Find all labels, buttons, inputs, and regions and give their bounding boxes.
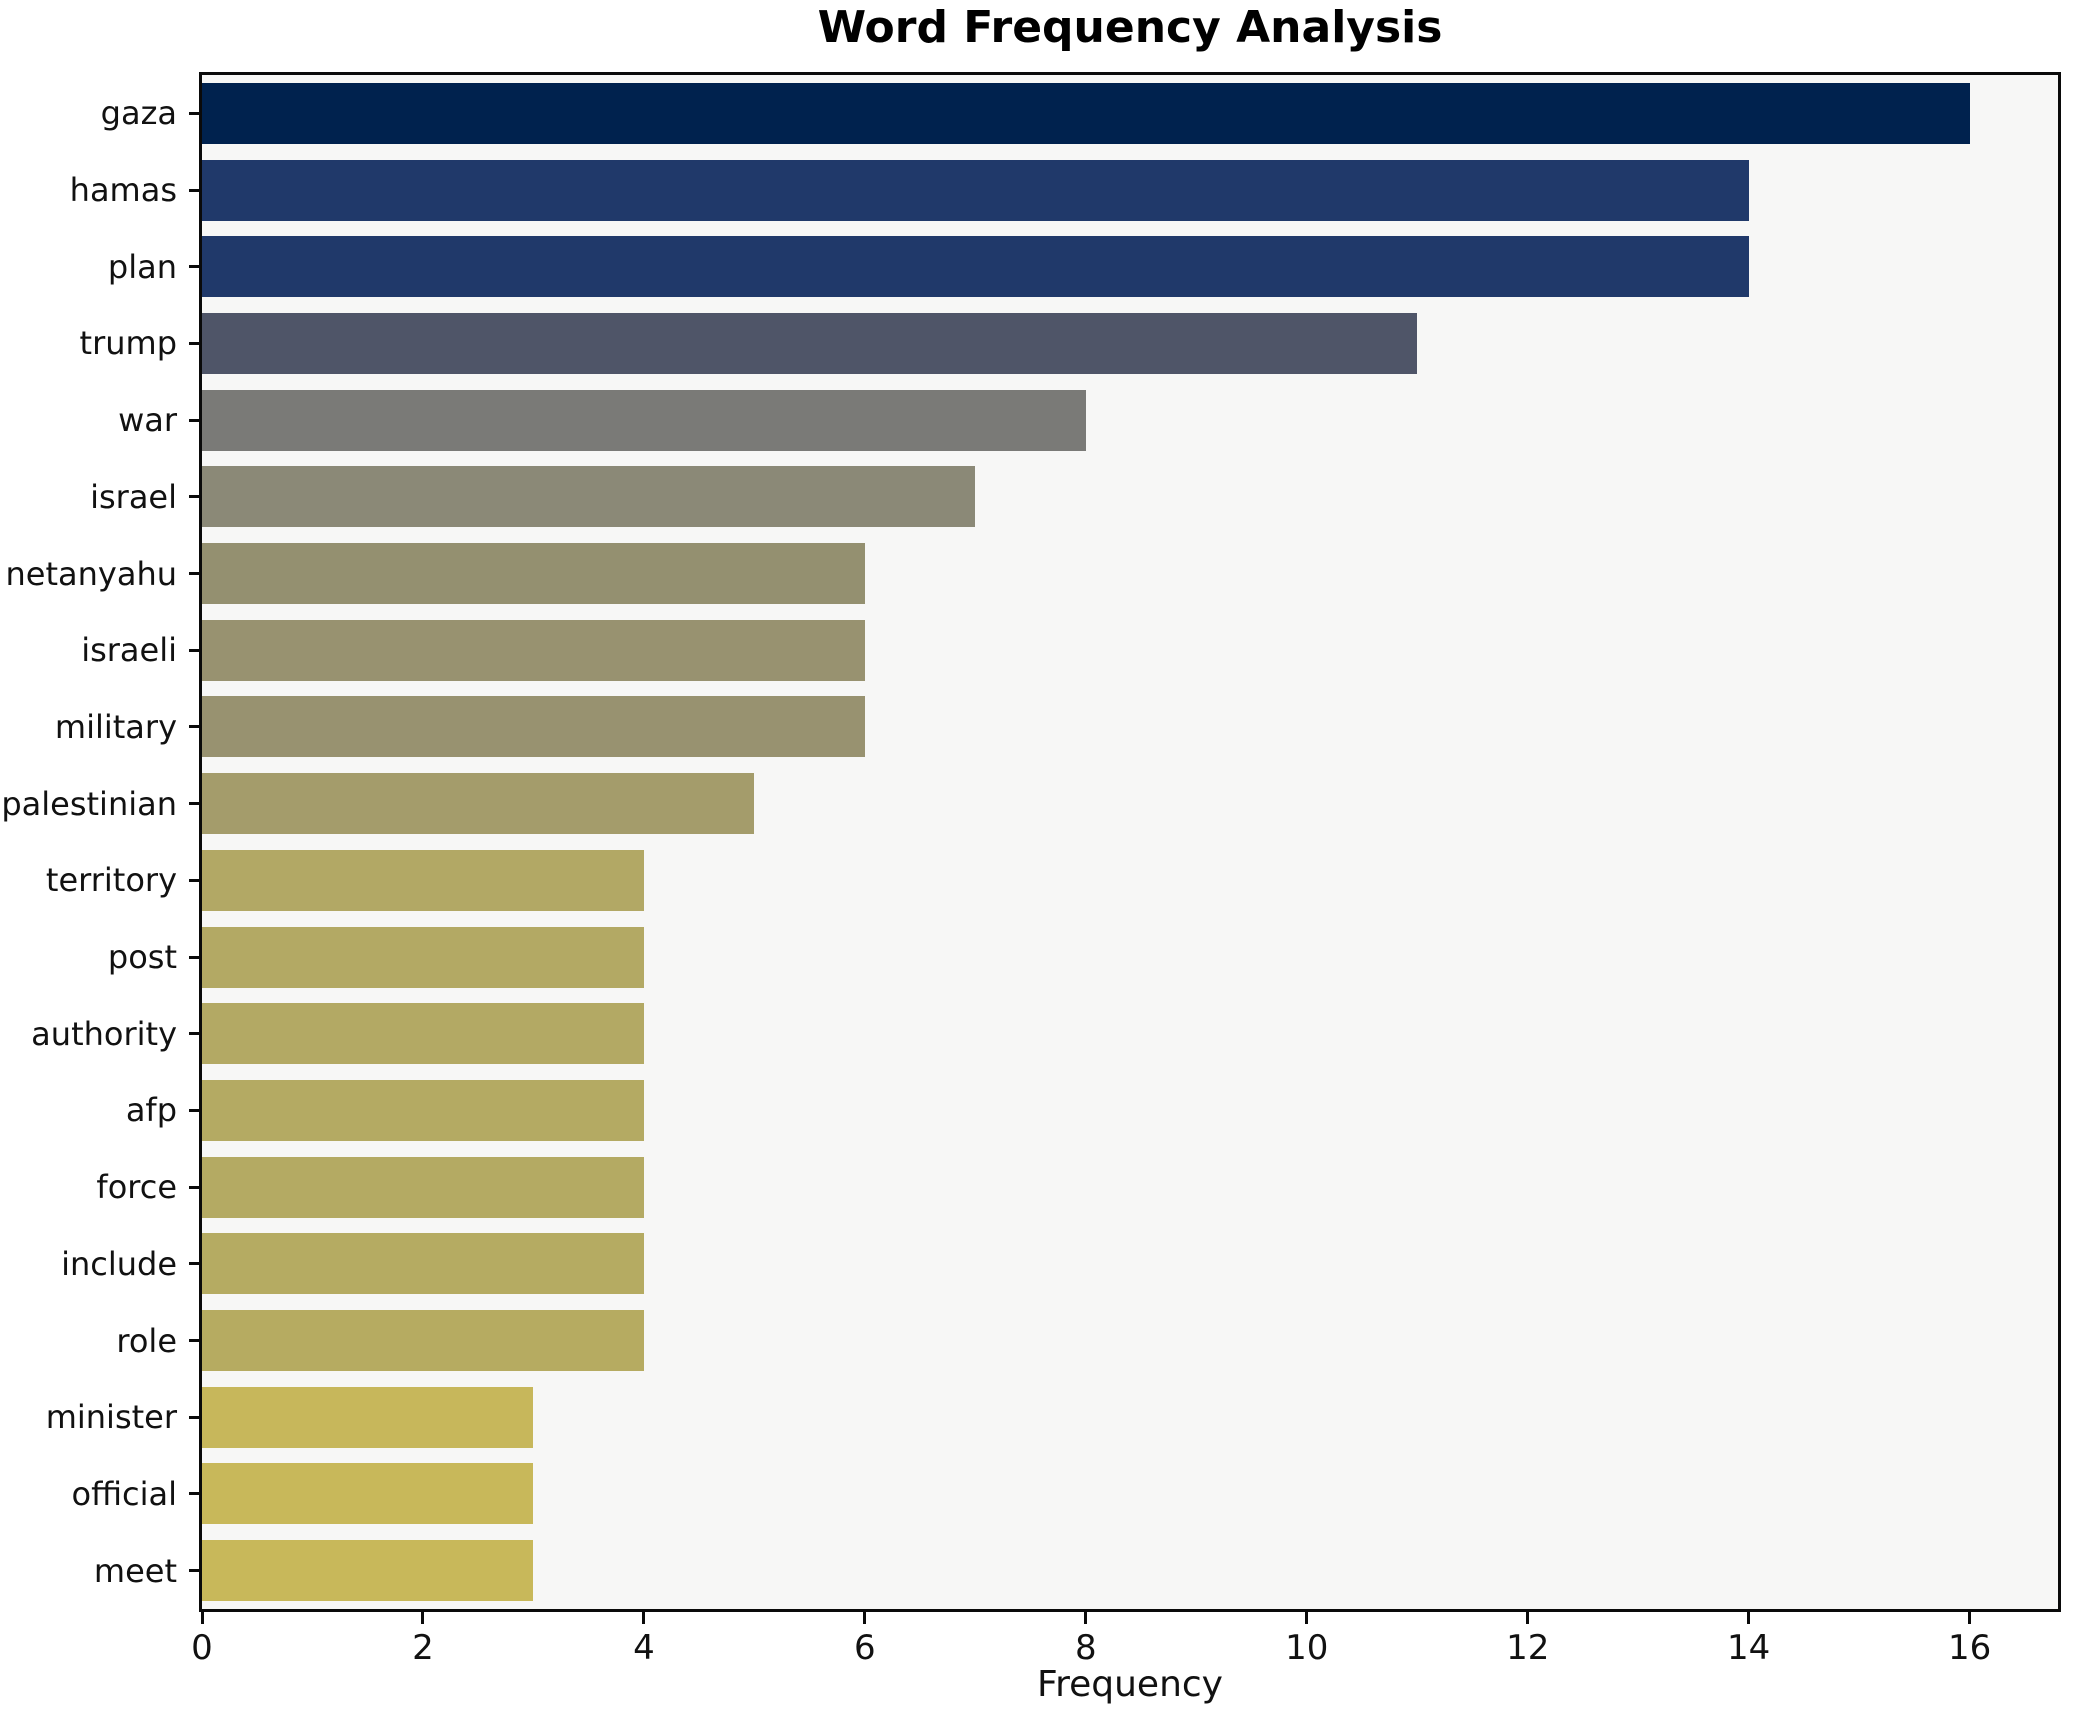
x-tick-mark [1084,1612,1088,1624]
y-tick-mark [189,111,199,115]
x-tick-label: 10 [1285,1628,1329,1668]
x-tick-label: 2 [412,1628,434,1668]
bar-authority [202,1003,644,1065]
x-tick-label: 8 [1074,1628,1097,1668]
y-tick-label-authority: authority [31,1014,177,1053]
y-tick-mark [189,1262,199,1266]
x-tick-label: 0 [191,1628,213,1668]
bars-container [202,75,2058,1609]
y-tick-label-force: force [96,1168,177,1207]
y-tick-mark [189,878,199,882]
x-tick-label: 12 [1506,1628,1550,1668]
x-tick-label: 4 [633,1628,655,1668]
y-tick-mark [189,418,199,422]
y-tick-label-israel: israel [90,477,177,516]
bar-meet [202,1540,534,1602]
x-tick-mark [863,1612,867,1624]
plot-area [199,72,2061,1612]
x-tick-label: 16 [1947,1628,1992,1668]
y-axis: gaza hamas plan trump war israel netanyahu isra… [0,72,199,1612]
bar-plan [202,236,1749,298]
x-tick-label: 6 [854,1628,876,1668]
bar-trump [202,312,1418,374]
bar-military [202,696,865,758]
y-tick-label-meet: meet [93,1551,177,1590]
y-tick-mark [189,1185,199,1189]
x-tick-mark [200,1612,204,1624]
bar-role [202,1310,644,1372]
bar-israeli [202,619,865,681]
y-tick-mark [189,955,199,959]
y-tick-mark [189,495,199,499]
y-tick-label-palestinian: palestinian [1,784,177,823]
x-axis: 0 2 4 6 8 10 12 14 16 [191,1612,2058,1712]
y-tick-mark [189,1415,199,1419]
y-tick-mark [189,1569,199,1573]
bar-official [202,1463,534,1525]
bar-territory [202,849,644,911]
y-tick-label-netanyahu: netanyahu [5,554,177,593]
bar-force [202,1156,644,1218]
bar-israel [202,466,976,528]
y-tick-label-trump: trump [79,324,177,363]
y-tick-label-israeli: israeli [81,631,177,670]
x-tick-mark [1968,1612,1972,1624]
y-tick-label-include: include [61,1244,177,1283]
x-tick-mark [1747,1612,1751,1624]
y-tick-label-gaza: gaza [100,94,177,133]
x-tick-mark [642,1612,646,1624]
y-tick-mark [189,802,199,806]
y-tick-label-war: war [118,401,177,440]
y-tick-label-post: post [107,938,177,977]
bar-netanyahu [202,543,865,605]
y-tick-mark [189,1339,199,1343]
bar-gaza [202,82,1970,144]
bar-war [202,389,1086,451]
bar-post [202,926,644,988]
y-tick-label-territory: territory [45,861,177,900]
y-tick-mark [189,1108,199,1112]
y-tick-mark [189,265,199,269]
y-tick-mark [189,725,199,729]
y-tick-mark [189,572,199,576]
y-tick-label-plan: plan [107,247,177,286]
bar-palestinian [202,773,755,835]
x-axis-label: Frequency [1037,1664,1223,1705]
x-tick-mark [421,1612,425,1624]
y-tick-label-hamas: hamas [69,171,177,210]
bar-afp [202,1079,644,1141]
x-tick-mark [1526,1612,1530,1624]
y-tick-mark [189,1492,199,1496]
bar-hamas [202,159,1749,221]
y-tick-label-role: role [116,1321,177,1360]
y-tick-mark [189,341,199,345]
x-tick-label: 14 [1727,1628,1771,1668]
x-tick-mark [1305,1612,1309,1624]
y-tick-mark [189,1032,199,1036]
y-tick-label-military: military [54,707,177,746]
y-tick-label-official: official [71,1474,178,1513]
bar-include [202,1233,644,1295]
y-tick-mark [189,188,199,192]
chart-title: Word Frequency Analysis [817,2,1443,53]
y-tick-label-afp: afp [125,1091,177,1130]
bar-minister [202,1386,534,1448]
y-tick-mark [189,648,199,652]
y-tick-label-minister: minister [45,1398,177,1437]
